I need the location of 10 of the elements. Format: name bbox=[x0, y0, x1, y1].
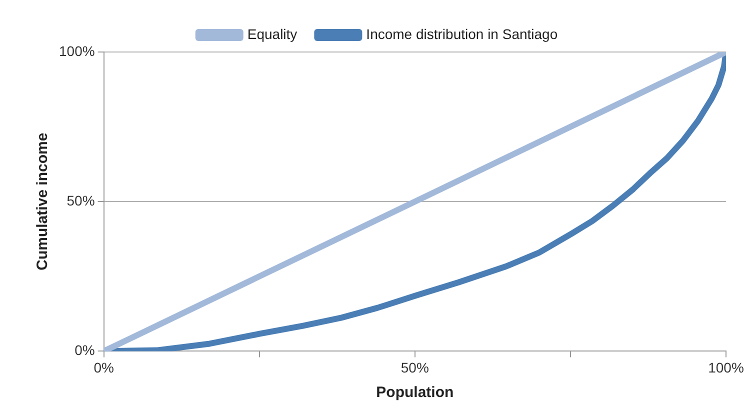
legend-label: Equality bbox=[247, 26, 298, 42]
y-tick-label: 50% bbox=[66, 192, 95, 208]
x-tick-label: 50% bbox=[400, 359, 429, 376]
y-axis-title: Cumulative income bbox=[34, 132, 52, 270]
y-tick-label: 0% bbox=[74, 342, 95, 358]
legend-label: Income distribution in Santiago bbox=[366, 26, 558, 42]
x-tick-label: 0% bbox=[94, 359, 114, 376]
x-tick-label: 100% bbox=[708, 359, 744, 376]
y-tick-label: 100% bbox=[58, 42, 95, 59]
x-axis-title: Population bbox=[376, 384, 454, 402]
